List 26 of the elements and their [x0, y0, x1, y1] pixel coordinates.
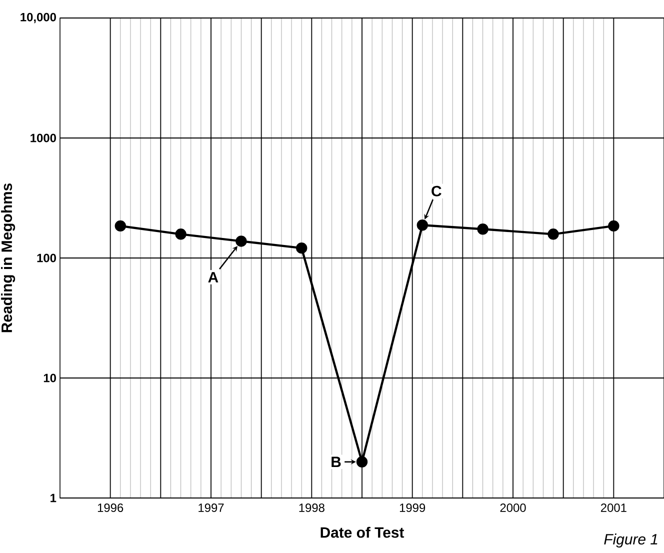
x-axis-title: Date of Test [320, 526, 404, 538]
point [416, 220, 428, 231]
x-tick-label: 1999 [400, 504, 426, 512]
point [477, 224, 488, 235]
x-tick-label: 2000 [500, 504, 526, 512]
x-tick-label: 1998 [299, 504, 324, 512]
annotation: A [208, 272, 218, 282]
y-tick-label: 1 [50, 494, 56, 502]
caption: Figure 1 [604, 534, 658, 548]
y-tick-label: 1000 [30, 134, 56, 142]
y-tick-label: 100 [37, 254, 56, 262]
point [236, 236, 247, 247]
point [114, 220, 126, 232]
annotation: C [432, 186, 442, 196]
point [548, 228, 559, 240]
point [175, 228, 186, 240]
y-axis-title: Reading in Megohms [1, 183, 16, 332]
y-tick-label: 10,000 [20, 12, 56, 24]
y-tick-label: 10 [44, 374, 56, 382]
point [356, 456, 368, 468]
annotation: B [332, 456, 341, 468]
point [296, 242, 308, 254]
x-tick-label: 1996 [98, 504, 124, 512]
x-tick-label: 2001 [600, 504, 626, 512]
x-tick-label: 1997 [198, 504, 224, 512]
point [608, 220, 620, 232]
